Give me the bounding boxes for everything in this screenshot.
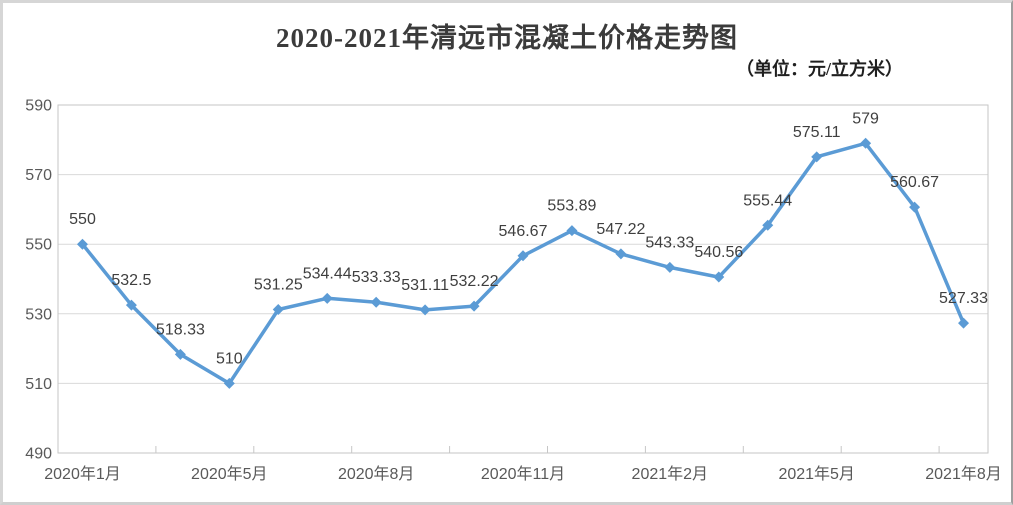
data-point-label: 555.44	[743, 192, 792, 209]
data-point-label: 533.33	[352, 269, 401, 286]
x-axis-tick-label: 2020年1月	[44, 465, 121, 483]
data-point-marker	[125, 299, 137, 311]
data-point-label: 579	[852, 110, 879, 127]
data-point-label: 575.11	[793, 124, 841, 141]
data-point-marker	[517, 250, 529, 262]
plot-area-border	[57, 104, 989, 454]
data-point-label: 510	[216, 350, 243, 367]
price-line	[80, 141, 966, 386]
data-point-marker	[762, 219, 774, 231]
data-point-marker	[566, 225, 578, 237]
data-point-marker	[958, 317, 970, 329]
data-point-marker	[860, 137, 872, 149]
data-point-label: 532.5	[111, 272, 151, 289]
data-point-label: 531.11	[401, 277, 449, 294]
data-point-marker	[909, 201, 921, 213]
data-point-label: 560.67	[890, 174, 939, 191]
data-point-marker	[174, 348, 186, 360]
chart-subtitle: （单位：元/立方米）	[735, 59, 903, 79]
x-axis-tick-label: 2020年5月	[191, 465, 268, 483]
data-point-marker	[811, 151, 823, 163]
x-axis-tick-label: 2021年8月	[925, 465, 1002, 483]
y-axis-tick-label: 490	[25, 446, 52, 463]
x-axis-tick-label: 2021年2月	[632, 465, 709, 483]
data-point-marker	[664, 261, 676, 273]
data-point-label: 540.56	[694, 244, 743, 261]
data-point-label: 553.89	[547, 198, 596, 215]
data-point-marker	[370, 296, 382, 308]
data-point-marker	[419, 304, 431, 316]
data-point-marker	[468, 300, 480, 312]
data-point-label: 532.22	[450, 273, 499, 290]
x-axis-tick-label: 2020年8月	[338, 465, 415, 483]
data-point-marker	[321, 292, 333, 304]
y-axis-tick-label: 530	[25, 306, 52, 323]
data-point-marker	[272, 303, 284, 315]
data-point-label: 527.33	[939, 290, 988, 307]
y-axis-tick-label: 570	[25, 167, 52, 184]
chart-title: 2020-2021年清远市混凝土价格走势图	[276, 23, 738, 53]
data-point-label: 543.33	[645, 234, 694, 251]
data-point-marker	[713, 271, 725, 283]
y-axis-tick-label: 510	[25, 376, 52, 393]
data-point-marker	[76, 238, 88, 250]
data-point-label: 550	[69, 211, 96, 228]
y-axis-tick-label: 590	[25, 98, 52, 115]
x-axis-tick-label: 2021年5月	[778, 465, 855, 483]
data-point-label: 546.67	[499, 223, 548, 240]
data-point-label: 518.33	[156, 321, 205, 338]
price-trend-line-chart: 490 510 530 550 570 590 2020年1月 2020年5月 2020年8月 2…	[25, 98, 1002, 484]
data-point-label: 534.44	[303, 265, 352, 282]
data-point-marker	[223, 377, 235, 389]
y-axis-tick-label: 550	[25, 237, 52, 254]
x-axis-tick-label: 2020年11月	[481, 465, 565, 483]
data-point-label: 547.22	[596, 221, 645, 238]
data-point-marker	[615, 248, 627, 260]
data-point-label: 531.25	[254, 277, 303, 294]
